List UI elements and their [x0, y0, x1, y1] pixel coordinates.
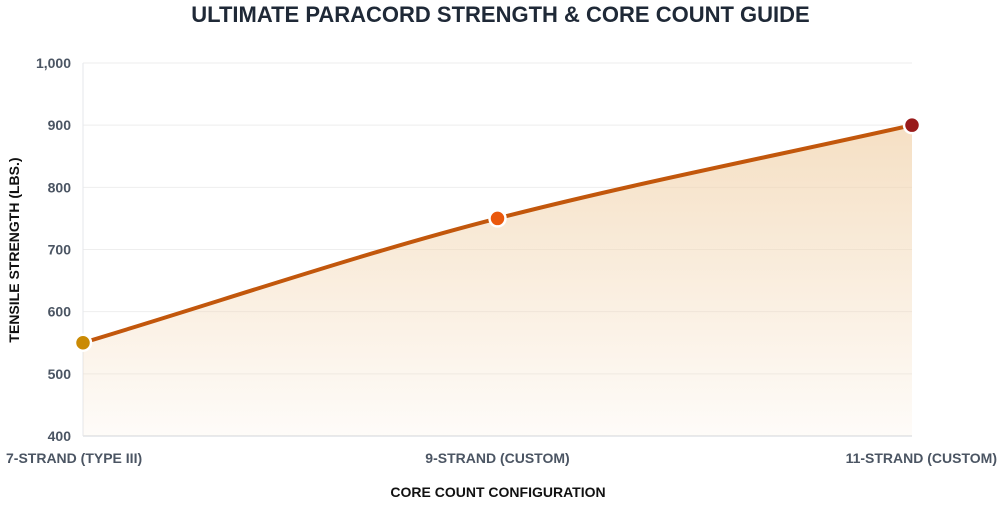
x-axis-label: CORE COUNT CONFIGURATION [390, 484, 605, 500]
data-point [902, 115, 922, 135]
y-tick-label: 700 [48, 242, 72, 258]
area-fill [83, 125, 912, 437]
data-point [488, 209, 507, 228]
x-tick-label: 11-STRAND (CUSTOM) [846, 450, 997, 466]
chart-title: ULTIMATE PARACORD STRENGTH & CORE COUNT … [191, 2, 810, 27]
y-tick-label: 400 [48, 428, 72, 444]
x-tick-label: 9-STRAND (CUSTOM) [425, 450, 569, 466]
y-tick-label: 500 [48, 366, 72, 382]
y-tick-label: 800 [48, 179, 72, 195]
x-tick-label: 7-STRAND (TYPE III) [6, 450, 142, 466]
y-tick-label: 1,000 [36, 55, 71, 71]
y-tick-label: 900 [48, 117, 72, 133]
data-point [73, 333, 93, 352]
y-tick-label: 600 [48, 304, 72, 320]
y-axis-label: TENSILE STRENGTH (LBS.) [6, 157, 22, 342]
